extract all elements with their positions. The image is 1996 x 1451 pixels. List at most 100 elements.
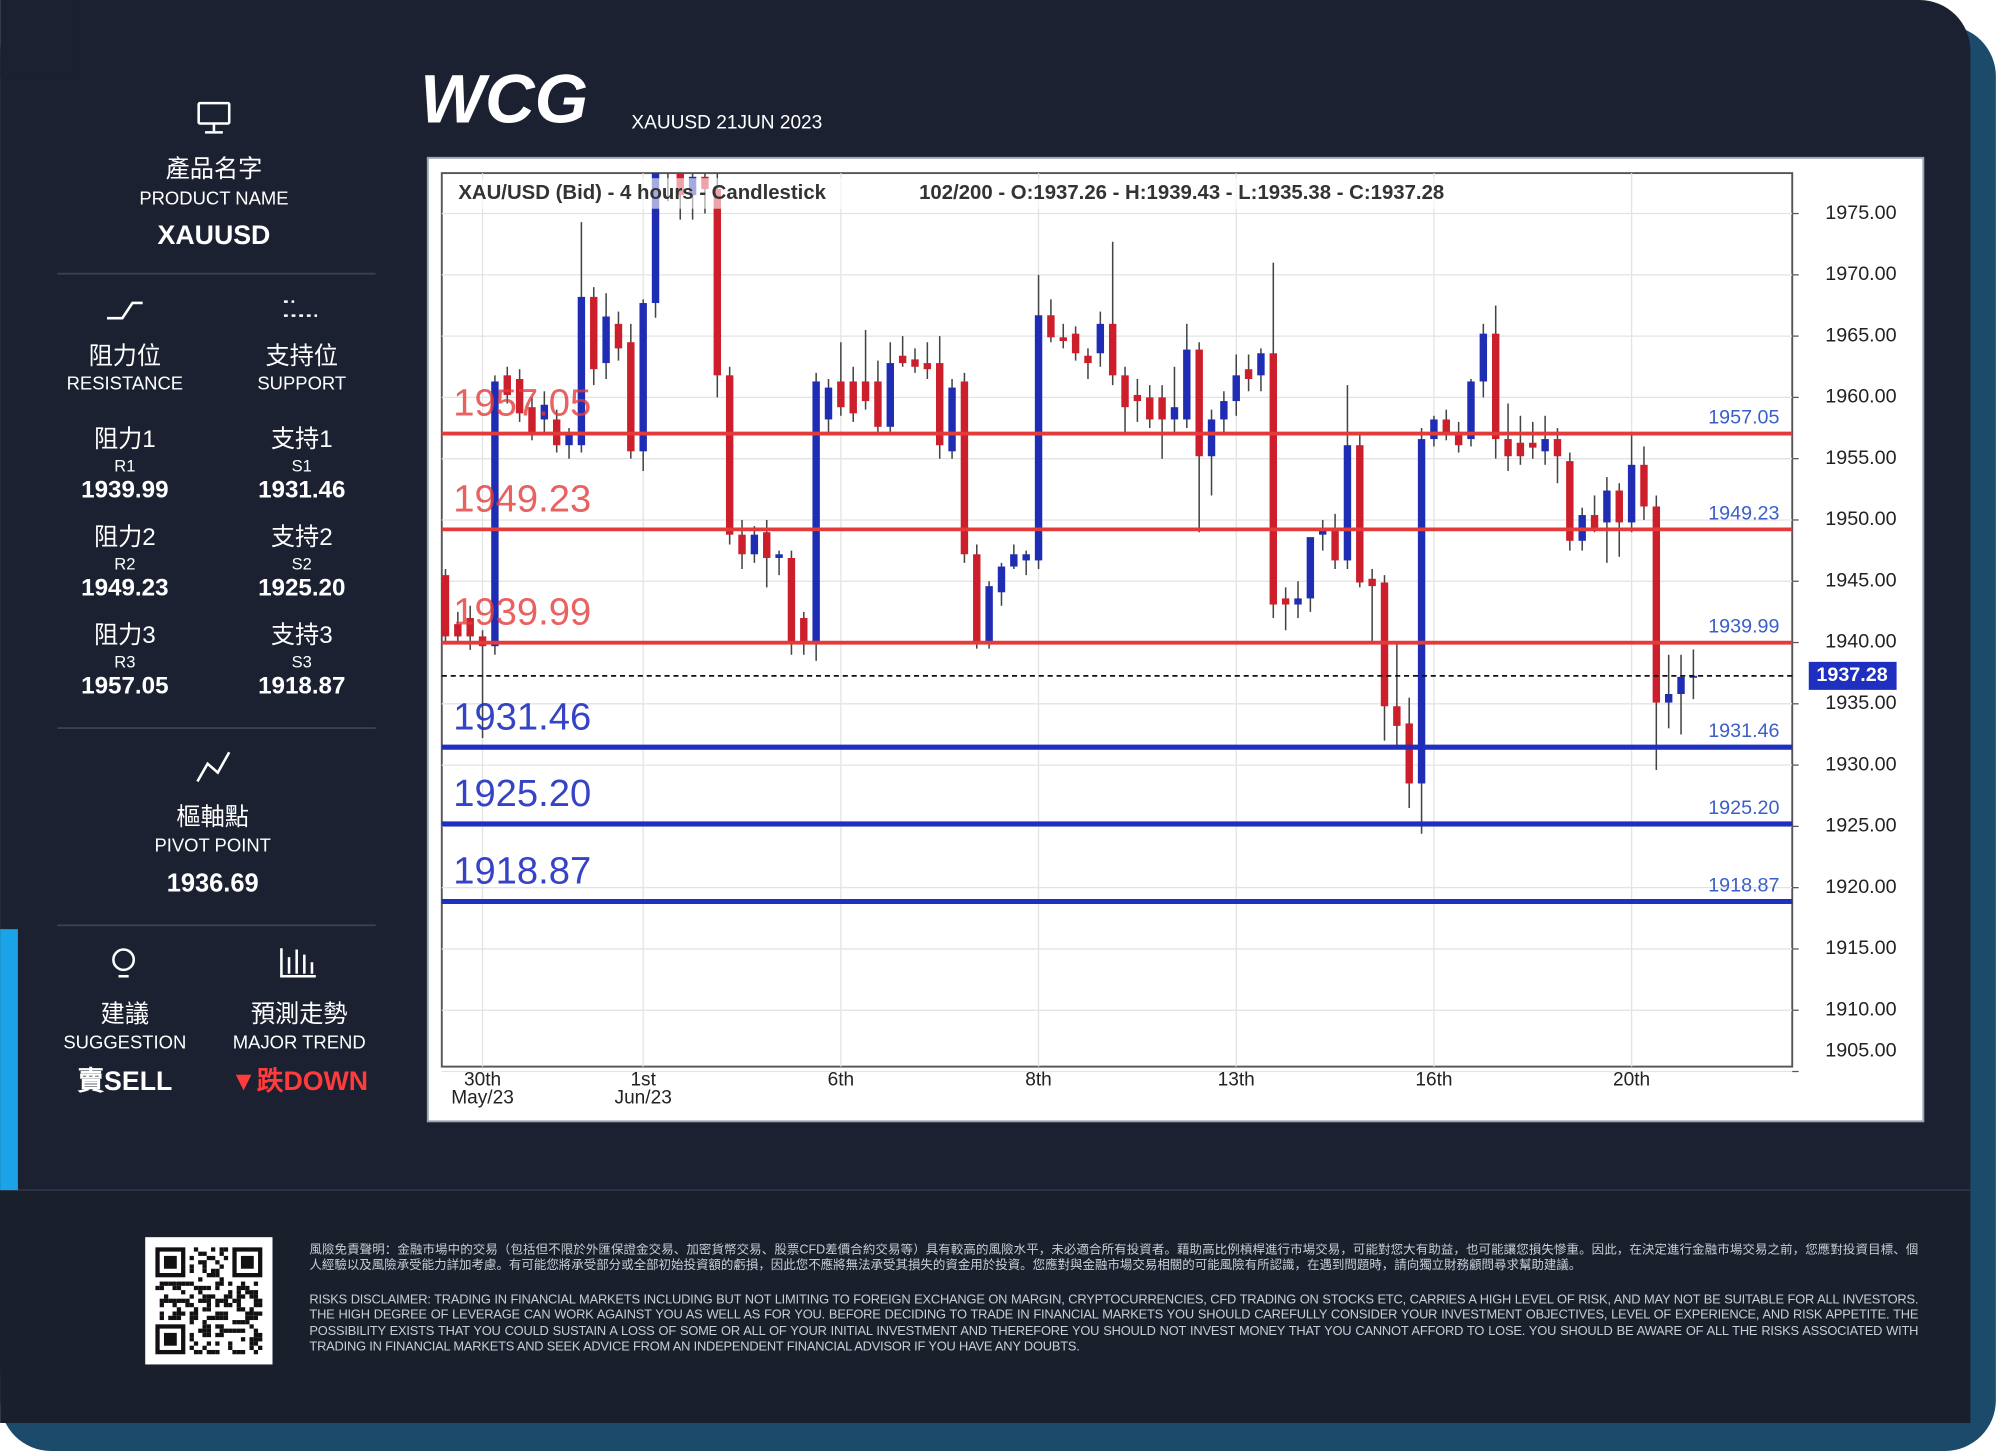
qr-cell: [202, 1294, 207, 1299]
qr-cell: [181, 1290, 186, 1295]
level-value: 1925.20: [258, 575, 345, 602]
candle-body: [1553, 439, 1562, 457]
candle-body: [1133, 394, 1142, 402]
qr-cell: [159, 1281, 164, 1286]
qr-cell: [249, 1294, 254, 1299]
sidebar-icons: [107, 101, 318, 978]
candle-body: [1022, 554, 1030, 561]
qr-cell: [215, 1273, 220, 1278]
candle-body: [1059, 337, 1067, 342]
candle-body: [1121, 375, 1129, 408]
candle-body: [874, 381, 882, 427]
candle-body: [1541, 439, 1549, 452]
candle-body: [1170, 407, 1179, 420]
qr-cell: [185, 1302, 190, 1308]
qr-cell: [258, 1311, 263, 1316]
qr-cell: [215, 1324, 220, 1329]
qr-cell: [258, 1302, 263, 1308]
label-zh: 樞軸點: [176, 804, 249, 831]
qr-cell: [253, 1311, 259, 1316]
qr-cell: [198, 1260, 203, 1265]
resistance-icon: [107, 301, 143, 320]
qr-cell: [258, 1337, 263, 1342]
qr-cell: [249, 1307, 254, 1312]
qr-cell: [198, 1277, 203, 1282]
label-zh: 阻力位: [89, 343, 162, 370]
qr-cell: [253, 1302, 259, 1308]
level-label-left: 1957.05: [453, 382, 591, 425]
candle-body: [1393, 706, 1401, 726]
qr-cell: [236, 1290, 241, 1295]
qr-cell: [236, 1307, 241, 1312]
qr-cell: [253, 1337, 259, 1342]
qr-cell: [198, 1349, 203, 1355]
qr-cell: [193, 1307, 199, 1312]
level-name-en: S1: [292, 456, 312, 475]
qr-cell: [253, 1332, 259, 1338]
label-en: PIVOT POINT: [154, 834, 270, 855]
qr-cell: [189, 1345, 194, 1350]
qr-cell: [228, 1302, 233, 1308]
level-label-left: 1939.99: [453, 591, 591, 634]
qr-cell: [163, 1294, 169, 1299]
accent-strip: [0, 929, 18, 1191]
qr-cell: [215, 1268, 220, 1274]
qr-cell: [202, 1345, 207, 1350]
label-en: SUGGESTION: [63, 1032, 186, 1053]
candle-body: [454, 624, 462, 637]
level-name-zh: 支持1: [271, 426, 333, 453]
qr-cell: [215, 1349, 220, 1355]
qr-cell: [232, 1328, 237, 1333]
candle-body: [627, 342, 635, 452]
candle-body: [1442, 419, 1450, 433]
candle-body: [1504, 439, 1512, 457]
x-tick-label: 16th: [1415, 1070, 1452, 1091]
qr-cell: [245, 1311, 250, 1316]
qr-cell: [240, 1285, 246, 1291]
candle-body: [973, 554, 981, 643]
level-label-left: 1931.46: [453, 695, 591, 738]
qr-cell: [176, 1298, 182, 1303]
qr-cell: [202, 1268, 207, 1274]
qr-cell: [202, 1307, 207, 1312]
qr-cell: [172, 1285, 177, 1291]
qr-cell: [155, 1285, 160, 1291]
candle-body: [1603, 490, 1611, 523]
y-tick-label: 1965.00: [1825, 324, 1896, 346]
qr-cell: [206, 1324, 211, 1329]
label-zh: 產品名字: [166, 156, 263, 183]
candle-body: [1640, 464, 1648, 507]
candle-body: [1220, 401, 1228, 420]
candle-body: [1454, 432, 1463, 446]
qr-cell: [249, 1311, 254, 1316]
qr-finder: [163, 1332, 177, 1346]
qr-cell: [228, 1281, 233, 1286]
candle-body: [713, 189, 722, 376]
qr-cell: [198, 1285, 203, 1291]
qr-cell: [219, 1298, 224, 1303]
candle-body: [1516, 442, 1525, 457]
disclaimer: 風險免責聲明：金融市場中的交易（包括但不限於外匯保證金交易、加密貨幣交易、股票C…: [309, 1244, 1918, 1357]
candle-body: [960, 381, 969, 555]
y-tick-label: 1940.00: [1825, 631, 1896, 653]
qr-cell: [249, 1324, 254, 1329]
level-label-right: 1931.46: [1708, 720, 1779, 742]
y-tick-label: 1975.00: [1825, 202, 1896, 224]
level-name-en: S2: [292, 555, 312, 574]
candle-body: [540, 404, 549, 420]
candles: [441, 173, 1698, 834]
level-label-left: 1925.20: [453, 772, 591, 815]
qr-cell: [189, 1294, 194, 1299]
qr-cell: [253, 1328, 259, 1333]
qr-cell: [240, 1349, 246, 1355]
candle-body: [775, 554, 783, 558]
qr-cell: [176, 1311, 182, 1316]
qr-cell: [198, 1251, 203, 1256]
qr-cell: [215, 1298, 220, 1303]
qr-cell: [193, 1341, 199, 1346]
qr-cell: [245, 1315, 250, 1321]
footer-band: [0, 1190, 1971, 1423]
disclaimer-box: 風險免責聲明：金融市場中的交易（包括但不限於外匯保證金交易、加密貨幣交易、股票C…: [309, 1244, 1918, 1357]
qr-cell: [253, 1341, 259, 1346]
level-name-zh: 支持3: [271, 622, 333, 649]
